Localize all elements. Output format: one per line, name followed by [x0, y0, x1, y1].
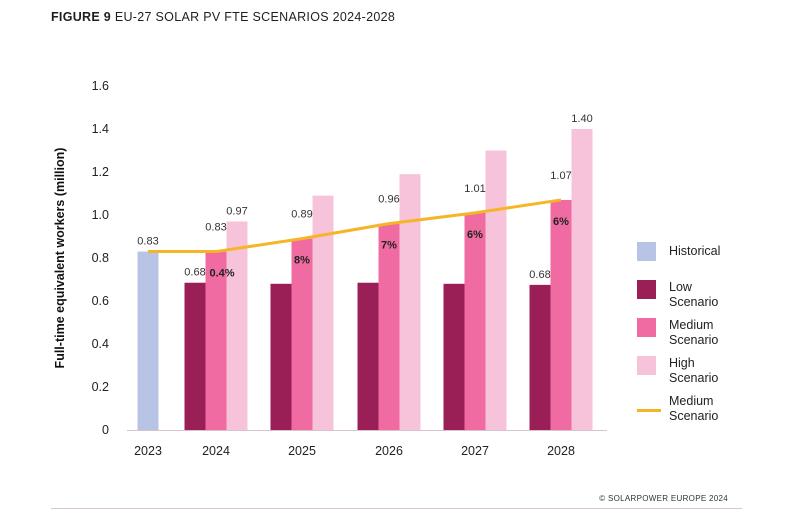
low-bar: [529, 284, 551, 430]
medium-scenario-line-path: [148, 198, 562, 254]
high-value-label: 0.97: [226, 205, 247, 217]
high-bar: [226, 221, 248, 430]
medium-bar: [205, 251, 227, 430]
bottom-divider: [51, 508, 742, 509]
x-tick-label: 2024: [202, 444, 230, 458]
medium-bar: [550, 199, 572, 430]
x-tick-label: 2023: [134, 444, 162, 458]
data-labels: 0.83 0.68 0.68 0.83 0.4% 0.89 8% 0.96 7% 1.01 6% 1.…: [137, 113, 592, 281]
legend-label-line: Low: [669, 280, 692, 294]
x-tick-label: 2028: [547, 444, 575, 458]
legend-label: Medium Scenario: [669, 394, 749, 424]
legend-swatch: [637, 356, 656, 375]
high-bar: [312, 195, 334, 430]
y-axis-label: Full-time equivalent workers (million): [53, 148, 67, 369]
medium-bar: [378, 223, 400, 430]
y-tick-label: 1.4: [92, 122, 109, 136]
low-bar: [357, 282, 379, 430]
legend-label: Low Scenario: [669, 280, 749, 310]
medium-value-label: 0.89: [291, 209, 312, 221]
x-axis-ticks: 2023 2024 2025 2026 2027 2028: [134, 444, 575, 458]
legend-swatch: [637, 409, 661, 412]
legend-label-line: High: [669, 356, 695, 370]
legend-swatch: [637, 318, 656, 337]
y-tick-label: 0: [102, 423, 109, 437]
legend-label: Medium Scenario: [669, 318, 749, 348]
legend-label-line: Medium: [669, 318, 714, 332]
legend-swatch: [637, 242, 656, 261]
medium-value-label: 0.96: [378, 194, 399, 206]
high-bar: [485, 150, 507, 430]
y-axis-label-group: Full-time equivalent workers (million): [53, 148, 67, 369]
historical-value-label: 0.83: [137, 236, 158, 248]
legend-label-line: Historical: [669, 244, 721, 258]
figure-number: FIGURE 9: [51, 10, 112, 24]
x-tick-label: 2026: [375, 444, 403, 458]
figure-title: FIGURE 9 EU-27 SOLAR PV FTE SCENARIOS 20…: [51, 10, 395, 24]
x-tick-label: 2027: [461, 444, 489, 458]
legend-label-line: Scenario: [669, 333, 719, 347]
copyright: © SOLARPOWER EUROPE 2024: [599, 494, 728, 503]
legend-label-line: Scenario: [669, 409, 719, 423]
medium-value-label: 1.01: [464, 183, 485, 195]
x-tick-label: 2025: [288, 444, 316, 458]
medium-value-label: 1.07: [550, 170, 571, 182]
legend-label: High Scenario: [669, 356, 749, 386]
growth-percent-label: 0.4%: [209, 268, 234, 280]
medium-value-label: 0.83: [205, 222, 226, 234]
legend-label-line: Scenario: [669, 295, 719, 309]
high-bar: [399, 174, 421, 430]
y-tick-label: 1.0: [92, 208, 109, 222]
low-bar: [270, 283, 292, 430]
growth-percent-label: 8%: [294, 255, 310, 267]
y-tick-label: 0.6: [92, 294, 109, 308]
y-tick-label: 0.4: [92, 337, 109, 351]
legend-label: Historical: [669, 244, 749, 259]
medium-bar: [464, 212, 486, 430]
y-tick-label: 0.2: [92, 380, 109, 394]
growth-percent-label: 6%: [467, 229, 483, 241]
high-value-label: 1.40: [571, 113, 592, 125]
y-tick-label: 1.6: [92, 79, 109, 93]
legend-label-line: Scenario: [669, 371, 719, 385]
figure-title-text: EU-27 SOLAR PV FTE SCENARIOS 2024-2028: [114, 10, 396, 24]
y-axis-ticks: 0 0.2 0.4 0.6 0.8 1.0 1.2 1.4 1.6: [92, 79, 109, 437]
growth-percent-label: 7%: [381, 240, 397, 252]
y-tick-label: 1.2: [92, 165, 109, 179]
medium-scenario-line: [148, 198, 562, 254]
low-bar: [184, 282, 206, 430]
legend-label-line: Medium: [669, 394, 714, 408]
growth-percent-label: 6%: [553, 216, 569, 228]
y-tick-label: 0.8: [92, 251, 109, 265]
low-value-label: 0.68: [184, 267, 205, 279]
low-bar: [443, 283, 465, 430]
high-bar: [571, 129, 593, 430]
historical-bar: [137, 251, 159, 430]
legend-swatch: [637, 280, 656, 299]
bars: [137, 129, 593, 430]
low-value-label: 0.68: [529, 269, 550, 281]
medium-bar: [291, 238, 313, 430]
